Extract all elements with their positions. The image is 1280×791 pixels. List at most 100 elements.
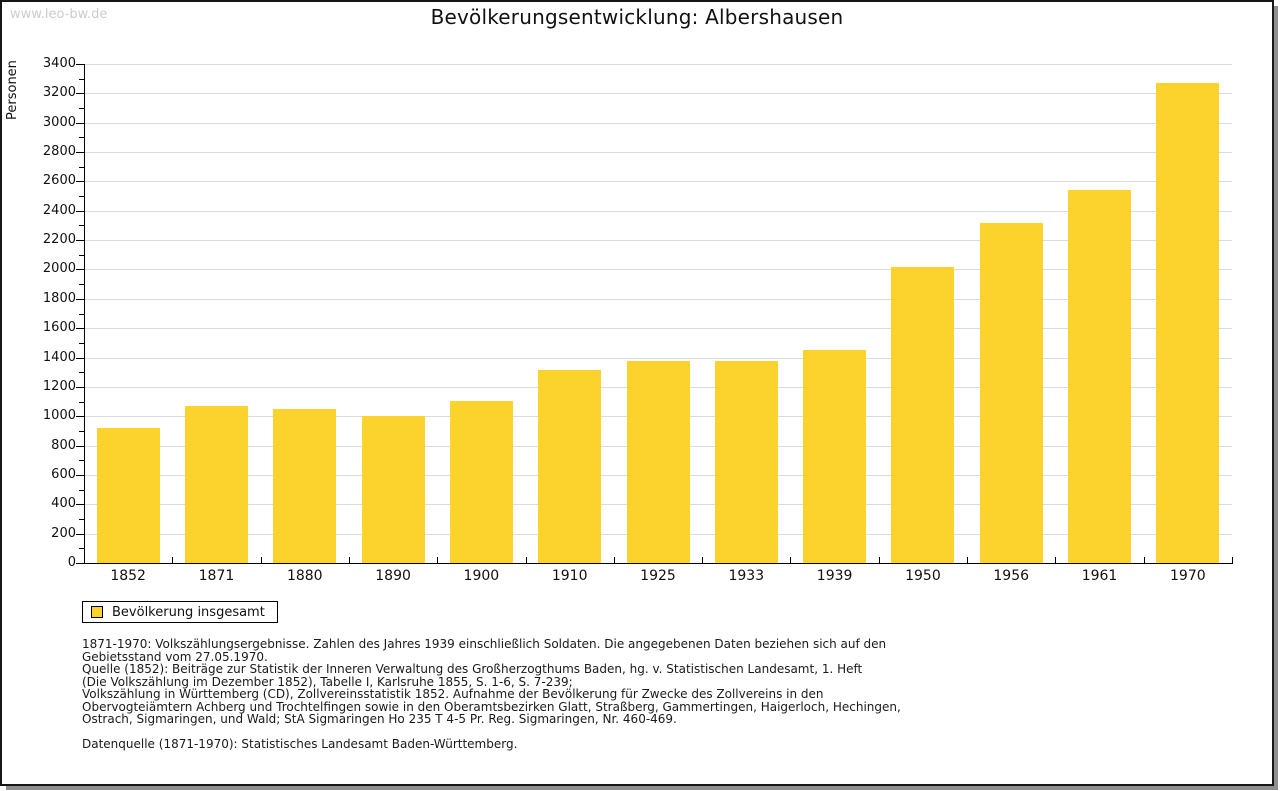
y-gridline <box>84 152 1232 154</box>
x-axis-line <box>84 563 1233 564</box>
y-gridline <box>84 64 1232 65</box>
x-axis-tick <box>790 557 792 563</box>
x-axis-tick <box>1055 557 1057 563</box>
x-axis-tick <box>702 557 704 563</box>
bar-1933 <box>714 361 778 563</box>
y-tick-label: 1800 <box>42 290 76 306</box>
y-axis-minor-tick <box>79 284 84 286</box>
x-tick-label-1933: 1933 <box>728 568 765 584</box>
x-axis-tick <box>260 557 262 563</box>
y-axis-minor-tick <box>79 489 84 491</box>
y-tick-label: 1400 <box>42 349 76 365</box>
x-axis-tick <box>1232 557 1233 563</box>
y-axis-tick <box>76 210 84 212</box>
y-axis-minor-tick <box>79 548 84 550</box>
bar-1939 <box>803 350 867 563</box>
x-axis-tick <box>437 557 439 563</box>
x-axis-tick <box>878 557 880 563</box>
y-axis-tick <box>76 328 84 330</box>
y-axis-minor-tick <box>79 166 84 168</box>
y-axis-minor-tick <box>79 518 84 520</box>
x-axis-tick <box>172 557 174 563</box>
footnote-line: Datenquelle (1871-1970): Statistisches L… <box>82 737 518 751</box>
y-tick-label: 2400 <box>42 202 76 218</box>
footnotes: 1871-1970: Volkszählungsergebnisse. Zahl… <box>82 638 901 751</box>
y-gridline <box>84 328 1232 330</box>
y-gridline <box>84 357 1232 359</box>
y-axis-minor-tick <box>79 460 84 462</box>
y-tick-label: 600 <box>51 466 76 482</box>
y-axis-minor-tick <box>79 196 84 198</box>
y-axis-tick <box>76 269 84 271</box>
y-axis-minor-tick <box>79 137 84 139</box>
y-tick-label: 1600 <box>42 320 76 336</box>
y-axis-title: Personen <box>5 60 20 120</box>
x-axis-tick <box>348 557 350 563</box>
bar-1890 <box>361 416 425 563</box>
x-axis-tick <box>1143 557 1145 563</box>
x-axis-tick <box>613 557 615 563</box>
y-axis-minor-tick <box>79 78 84 80</box>
y-tick-label: 1000 <box>42 408 76 424</box>
y-axis-minor-tick <box>79 342 84 344</box>
x-tick-label-1871: 1871 <box>198 568 235 584</box>
y-axis-tick <box>76 181 84 183</box>
y-axis-minor-tick <box>79 108 84 110</box>
x-tick-label-1950: 1950 <box>905 568 941 584</box>
bar-1961 <box>1068 190 1132 563</box>
y-gridline <box>84 181 1232 183</box>
y-axis-tick <box>76 122 84 124</box>
site-watermark: www.leo-bw.de <box>10 7 108 22</box>
y-tick-label: 0 <box>67 555 76 570</box>
y-tick-label: 2200 <box>42 232 76 248</box>
y-tick-label: 2600 <box>42 173 76 189</box>
legend-swatch-icon <box>91 606 103 618</box>
footnote-line: Ostrach, Sigmaringen, und Wald; StA Sigm… <box>82 712 677 726</box>
y-axis-minor-tick <box>79 430 84 432</box>
y-tick-label: 200 <box>51 525 76 541</box>
footnote-line: Obervogteiämtern Achberg und Trochtelfin… <box>82 699 901 714</box>
bar-1956 <box>979 223 1043 563</box>
y-gridline <box>84 240 1232 242</box>
x-tick-label-1900: 1900 <box>463 568 500 584</box>
footnote-line: (Die Volkszählung im Dezember 1852), Tab… <box>82 674 573 689</box>
x-tick-label-1852: 1852 <box>110 568 146 584</box>
y-axis-minor-tick <box>79 372 84 374</box>
y-gridline <box>84 298 1232 300</box>
footnote-line: 1871-1970: Volkszählungsergebnisse. Zahl… <box>82 637 887 651</box>
y-axis-tick <box>76 504 84 506</box>
bar-1970 <box>1156 83 1220 563</box>
y-tick-label: 800 <box>51 437 76 453</box>
y-axis-tick <box>76 563 84 564</box>
footnote-line: Quelle (1852): Beiträge zur Statistik de… <box>82 662 863 676</box>
y-tick-label: 400 <box>51 496 76 512</box>
bar-1925 <box>626 361 690 563</box>
y-axis-line <box>84 64 85 564</box>
y-axis-tick <box>76 240 84 242</box>
bar-1852 <box>96 427 160 563</box>
x-tick-label-1910: 1910 <box>551 568 588 584</box>
y-axis-minor-tick <box>79 254 84 256</box>
x-tick-label-1880: 1880 <box>286 568 323 584</box>
y-tick-label: 3400 <box>42 56 76 71</box>
y-axis-tick <box>76 298 84 300</box>
footnote-line: Volkszählung in Württemberg (CD), Zollve… <box>82 687 824 701</box>
x-tick-label-1956: 1956 <box>993 568 1030 584</box>
legend: Bevölkerung insgesamt <box>82 601 278 623</box>
x-axis-tick <box>967 557 969 563</box>
y-tick-label: 3200 <box>42 85 76 101</box>
bar-1871 <box>184 406 248 563</box>
y-axis-tick <box>76 533 84 535</box>
y-axis-tick <box>76 93 84 95</box>
bar-1910 <box>538 370 602 563</box>
y-axis-minor-tick <box>79 225 84 227</box>
y-axis-minor-tick <box>79 401 84 403</box>
y-axis-tick <box>76 416 84 418</box>
y-gridline <box>84 93 1232 95</box>
y-tick-label: 2800 <box>42 144 76 160</box>
footnote-line: Gebietsstand vom 27.05.1970. <box>82 649 268 664</box>
chart-title: Bevölkerungsentwicklung: Albershausen <box>430 5 844 29</box>
y-axis-minor-tick <box>79 313 84 315</box>
